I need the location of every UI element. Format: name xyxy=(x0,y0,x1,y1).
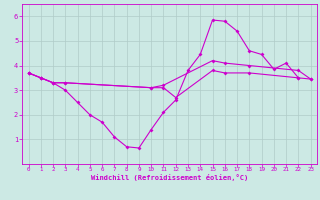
X-axis label: Windchill (Refroidissement éolien,°C): Windchill (Refroidissement éolien,°C) xyxy=(91,174,248,181)
